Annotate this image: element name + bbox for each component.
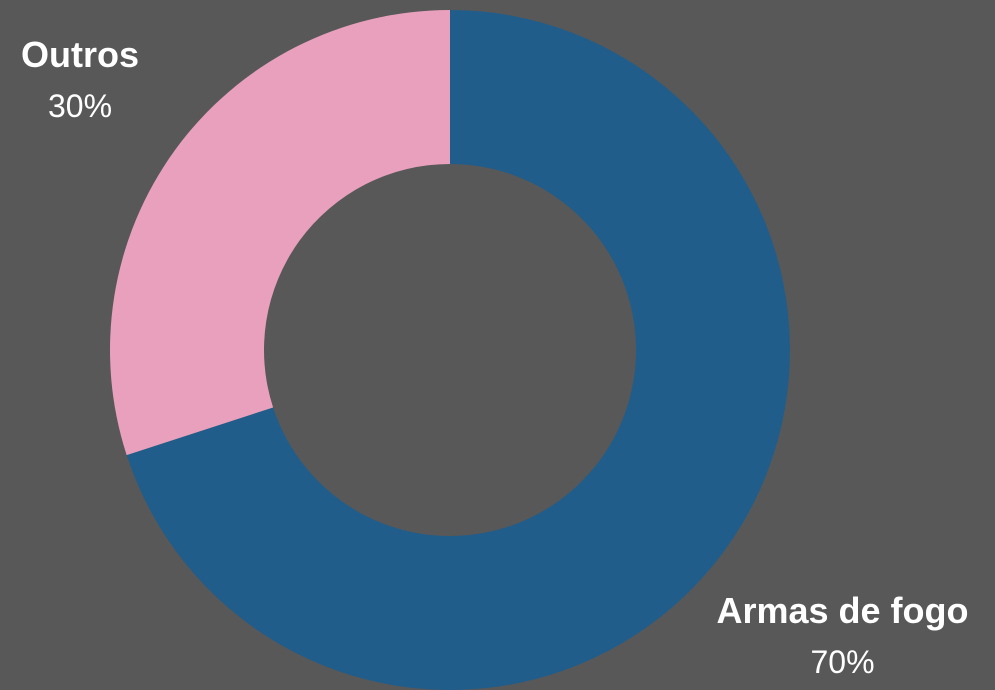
slice-label-outros: Outros 30% xyxy=(0,34,160,126)
donut-slice-armas-de-fogo xyxy=(126,10,790,690)
slice-name-armas-de-fogo: Armas de fogo xyxy=(716,590,969,631)
donut-slice-outros xyxy=(109,10,451,456)
slice-label-armas-de-fogo: Armas de fogo 70% xyxy=(690,590,995,682)
slice-name-outros: Outros xyxy=(20,34,139,75)
slice-value-armas-de-fogo: 70% xyxy=(810,644,875,680)
slice-value-outros: 30% xyxy=(47,88,113,124)
